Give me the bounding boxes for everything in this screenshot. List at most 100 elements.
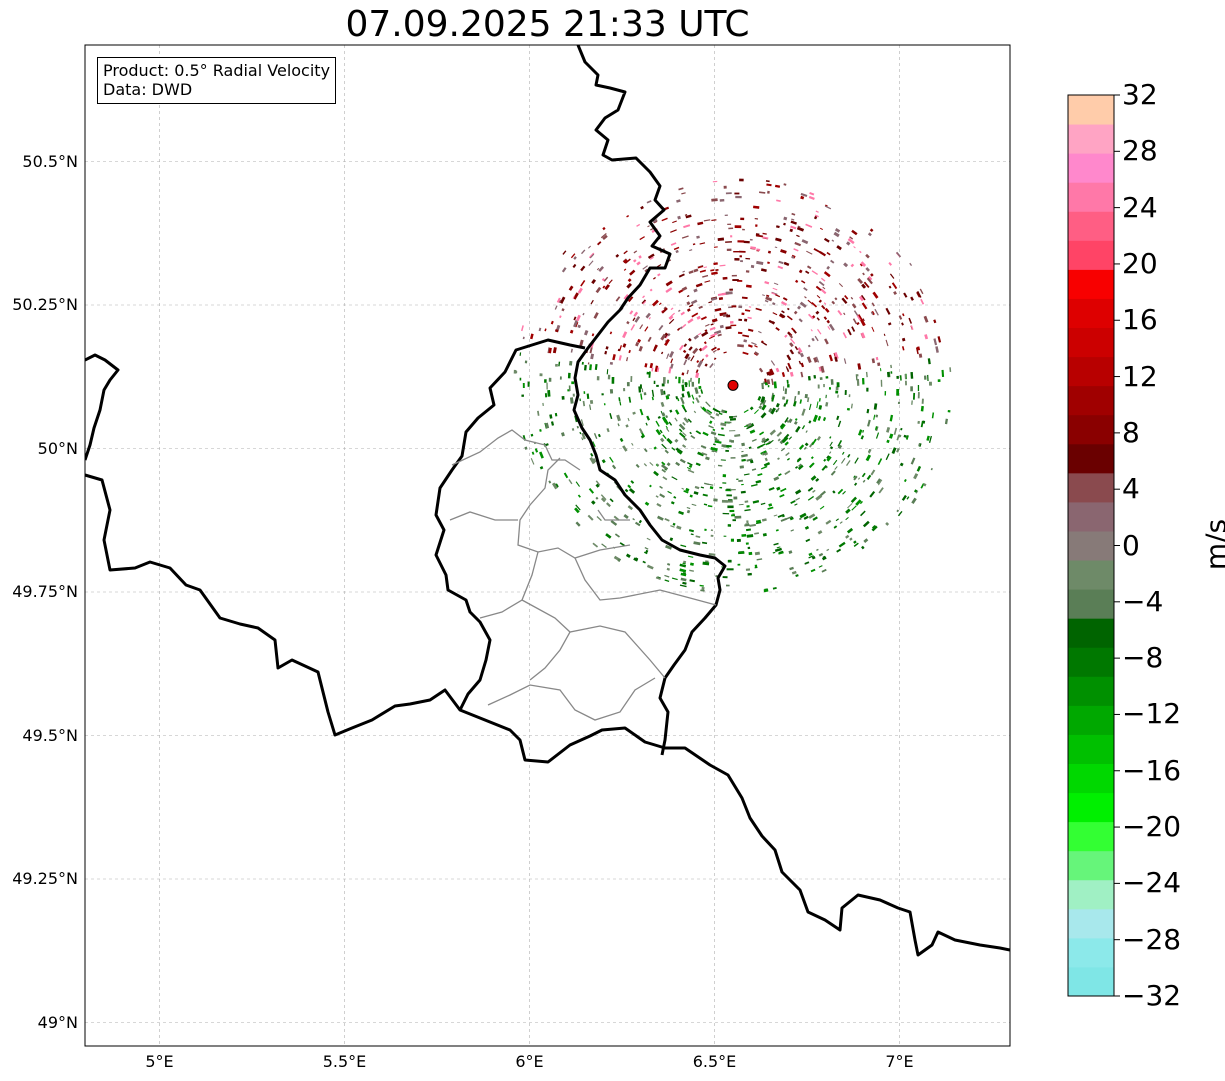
echo-pixel xyxy=(780,301,788,306)
echo-pixel xyxy=(818,299,823,303)
echo-pixel xyxy=(910,386,913,392)
echo-pixel xyxy=(851,303,857,309)
echo-pixel xyxy=(539,373,543,377)
echo-pixel xyxy=(817,328,822,335)
echo-pixel xyxy=(575,504,581,511)
echo-pixel xyxy=(781,310,785,314)
echo-pixel xyxy=(577,494,581,498)
echo-pixel xyxy=(741,296,748,300)
echo-pixel xyxy=(682,270,686,273)
colorbar-swatch xyxy=(1068,966,1114,997)
echo-pixel xyxy=(595,286,602,294)
echo-pixel xyxy=(581,361,584,365)
echo-pixel xyxy=(923,483,927,487)
echo-pixel xyxy=(731,415,738,418)
echo-pixel xyxy=(686,391,691,398)
echo-pixel xyxy=(763,588,769,593)
echo-pixel xyxy=(590,452,594,457)
echo-pixel xyxy=(561,308,565,312)
echo-pixel xyxy=(539,451,544,459)
echo-pixel xyxy=(837,310,843,316)
echo-pixel xyxy=(804,442,809,447)
echo-pixel xyxy=(760,412,767,419)
echo-pixel xyxy=(808,552,813,557)
echo-pixel xyxy=(584,329,589,336)
echo-pixel xyxy=(778,260,784,265)
echo-pixel xyxy=(717,292,725,296)
echo-pixel xyxy=(615,296,621,302)
echo-pixel xyxy=(571,381,575,385)
echo-pixel xyxy=(694,387,699,394)
echo-pixel xyxy=(734,434,741,438)
echo-pixel xyxy=(806,356,812,364)
colorbar-swatch xyxy=(1068,821,1114,852)
echo-pixel xyxy=(609,498,614,503)
echo-pixel xyxy=(779,493,785,498)
echo-pixel xyxy=(783,403,787,407)
echo-pixel xyxy=(726,494,732,497)
echo-pixel xyxy=(807,344,811,348)
echo-pixel xyxy=(823,302,827,305)
echo-pixel xyxy=(776,407,780,412)
echo-pixel xyxy=(796,226,805,232)
echo-pixel xyxy=(606,369,609,375)
echo-pixel xyxy=(755,479,762,484)
echo-pixel xyxy=(831,239,835,242)
echo-pixel xyxy=(804,393,808,399)
echo-pixel xyxy=(726,314,731,318)
echo-pixel xyxy=(687,356,691,361)
echo-pixel xyxy=(773,542,779,546)
echo-pixel xyxy=(764,457,768,462)
echo-pixel xyxy=(694,485,700,490)
echo-pixel xyxy=(539,466,544,470)
echo-pixel xyxy=(670,242,677,246)
echo-pixel xyxy=(819,251,826,257)
echo-pixel xyxy=(873,414,876,420)
echo-pixel xyxy=(786,457,791,461)
echo-pixel xyxy=(850,296,854,300)
echo-pixel xyxy=(901,346,905,351)
echo-pixel xyxy=(688,464,693,468)
echo-pixel xyxy=(781,371,786,378)
echo-pixel xyxy=(556,297,561,303)
echo-pixel xyxy=(575,481,581,487)
echo-pixel xyxy=(865,454,872,462)
echo-pixel xyxy=(722,276,728,280)
echo-pixel xyxy=(731,274,737,277)
echo-pixel xyxy=(665,425,669,429)
echo-pixel xyxy=(649,484,652,488)
echo-pixel xyxy=(623,387,626,392)
echo-pixel xyxy=(853,475,858,481)
echo-pixel xyxy=(595,480,601,486)
echo-pixel xyxy=(743,240,750,244)
echo-pixel xyxy=(705,401,711,407)
echo-pixel xyxy=(870,273,874,277)
echo-pixel xyxy=(818,398,821,402)
echo-pixel xyxy=(745,542,749,545)
echo-pixel xyxy=(910,457,916,465)
echo-pixel xyxy=(683,359,688,366)
echo-pixel xyxy=(739,250,746,253)
echo-pixel xyxy=(653,276,656,280)
echo-pixel xyxy=(688,380,690,387)
echo-pixel xyxy=(626,382,630,387)
colorbar-tick-label: 32 xyxy=(1122,78,1158,111)
echo-pixel xyxy=(783,222,786,226)
echo-pixel xyxy=(697,221,704,226)
echo-pixel xyxy=(675,461,681,467)
echo-pixel xyxy=(870,311,874,315)
echo-pixel xyxy=(577,287,583,294)
echo-pixel xyxy=(794,418,798,421)
echo-pixel xyxy=(588,245,592,249)
echo-pixel xyxy=(796,234,800,238)
echo-pixel xyxy=(916,290,922,298)
echo-pixel xyxy=(746,505,750,508)
radar-site-marker xyxy=(727,379,739,391)
echo-pixel xyxy=(695,397,700,404)
colorbar-swatch xyxy=(1068,124,1114,154)
echo-pixel xyxy=(659,437,665,443)
echo-pixel xyxy=(712,180,718,183)
echo-pixel xyxy=(656,264,662,268)
echo-pixel xyxy=(828,387,831,390)
echo-pixel xyxy=(513,369,517,374)
